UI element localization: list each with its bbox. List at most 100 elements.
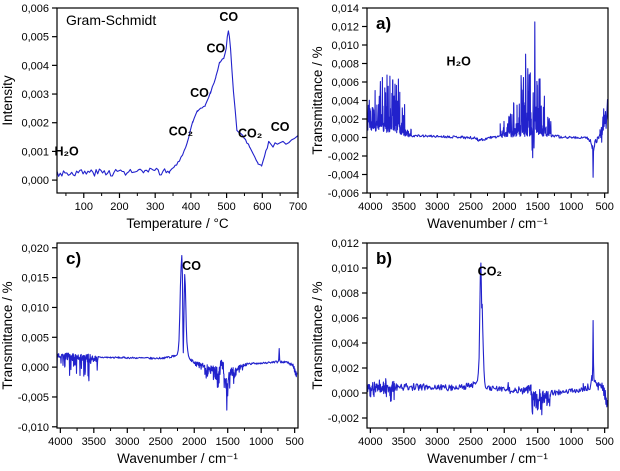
x-tick-label: 200 [110,201,128,213]
panel-spectrum-b: 4000 3500 3000 2500 2000 1500 1000 500 -0,002 0,0… [310,235,620,471]
panel-title: c) [66,249,81,268]
y-tick-label: 0,008 [331,288,359,300]
x-tick-label: 500 [595,201,613,213]
panel-spectrum-a: 4000 3500 3000 2500 2000 1500 1000 500 -0,006 -0,… [310,0,620,235]
y-tick-label: 0,015 [21,273,49,285]
y-tick-label: 0,002 [21,118,49,130]
x-tick-label: 2500 [149,436,173,448]
y-tick-label: 0,001 [21,146,49,158]
curve-layer [57,254,298,411]
x-axis-title: Temperature / °C [126,216,228,231]
curve-layer [367,21,608,178]
annotation-CO: CO [182,259,201,273]
y-tick-label: 0,000 [21,175,49,187]
x-tick-label: 4000 [48,436,72,448]
annotation-HO: H₂O [447,54,472,68]
x-tick-label: 400 [182,201,200,213]
x-tick-label: 1500 [525,201,549,213]
y-tick-label: 0,005 [21,332,49,344]
y-tick-label: 0,000 [331,133,359,145]
x-tick-label: 1500 [215,436,239,448]
y-tick-label: 0,014 [331,3,359,15]
x-tick-label: 3000 [115,436,139,448]
annotation-CO: CO [219,10,238,24]
annotation-CO: CO [190,86,209,100]
y-tick-label: 0,006 [331,77,359,89]
x-axis-title: Wavenumber / cm⁻¹ [117,451,238,466]
x-tick-label: 3500 [82,436,106,448]
y-tick-label: 0,010 [21,302,49,314]
y-tick-label: 0,004 [21,60,49,72]
x-tick-label: 300 [146,201,164,213]
x-tick-label: 1000 [559,436,583,448]
chart-canvas: 4000 3500 3000 2500 2000 1500 1000 500 -0,002 0,0… [310,238,614,466]
annotation-CO: CO₂ [169,125,193,139]
y-tick-label: 0,012 [331,238,359,250]
y-tick-label: 0,006 [21,3,49,15]
y-tick-label: 0,008 [331,59,359,71]
x-tick-label: 600 [253,201,271,213]
annotation-CO: CO [271,120,290,134]
plot-frame [56,242,299,429]
y-axis-title: Intensity [0,75,15,126]
y-tick-label: -0,010 [18,422,49,434]
annotation-HO: H₂O [54,145,79,159]
chart-canvas: 4000 3500 3000 2500 2000 1500 1000 500 -0,006 -0,… [310,3,614,231]
panel-spectrum-c: 4000 3500 3000 2500 2000 1500 1000 500 -0,010 -0,… [0,235,310,471]
x-axis-title: Wavenumber / cm⁻¹ [427,451,548,466]
gram-schmidt-curve [57,30,298,177]
y-tick-label: 0,004 [331,338,359,350]
y-tick-label: 0,010 [331,40,359,52]
panel-title: Gram-Schmidt [66,12,156,28]
x-tick-label: 3000 [425,201,449,213]
x-tick-label: 2000 [182,436,206,448]
y-axis-title: Transmittance / % [0,281,15,389]
y-tick-label: 0,000 [331,388,359,400]
x-tick-label: 1500 [525,436,549,448]
spectrum-b-curve [367,262,608,416]
y-axis-title: Transmittance / % [310,46,325,154]
x-tick-label: 4000 [358,201,382,213]
chart-canvas: 100 200 300 400 500 600 700 0,000 0,001 0,002 0,00… [0,3,307,231]
curve-layer [57,30,298,177]
x-tick-label: 2500 [459,201,483,213]
x-tick-label: 500 [217,201,235,213]
x-tick-label: 2500 [459,436,483,448]
x-tick-label: 500 [595,436,613,448]
y-tick-label: 0,006 [331,313,359,325]
panel-title: b) [376,249,392,268]
x-tick-label: 3000 [425,436,449,448]
x-tick-label: 2000 [492,201,516,213]
annotation-CO: CO₂ [238,127,262,141]
chart-canvas: 4000 3500 3000 2500 2000 1500 1000 500 -0,010 -0,… [0,242,304,466]
x-tick-label: 1000 [249,436,273,448]
annotation-CO: CO [207,41,226,55]
x-tick-label: 4000 [358,436,382,448]
y-tick-label: 0,003 [21,89,49,101]
y-tick-label: 0,002 [331,114,359,126]
y-tick-label: 0,000 [21,362,49,374]
x-tick-label: 500 [285,436,303,448]
x-tick-label: 100 [75,201,93,213]
y-axis-title: Transmittance / % [310,281,325,389]
y-tick-label: 0,002 [331,363,359,375]
y-tick-label: -0,006 [328,188,359,200]
spectrum-a-curve [367,21,608,178]
y-tick-label: -0,002 [328,151,359,163]
y-tick-label: 0,012 [331,22,359,34]
y-tick-label: 0,010 [331,263,359,275]
x-axis-title: Wavenumber / cm⁻¹ [427,216,548,231]
y-tick-label: 0,020 [21,243,49,255]
curve-layer [367,262,608,416]
y-tick-label: 0,004 [331,96,359,108]
y-tick-label: -0,004 [328,170,359,182]
x-tick-label: 1000 [559,201,583,213]
y-tick-label: -0,005 [18,392,49,404]
x-tick-label: 700 [289,201,307,213]
annotation-CO: CO₂ [478,265,502,279]
plot-frame [366,7,609,194]
y-tick-label: -0,002 [328,413,359,425]
panel-gram-schmidt: 100 200 300 400 500 600 700 0,000 0,001 0,002 0,00… [0,0,310,235]
x-tick-label: 3500 [392,201,416,213]
